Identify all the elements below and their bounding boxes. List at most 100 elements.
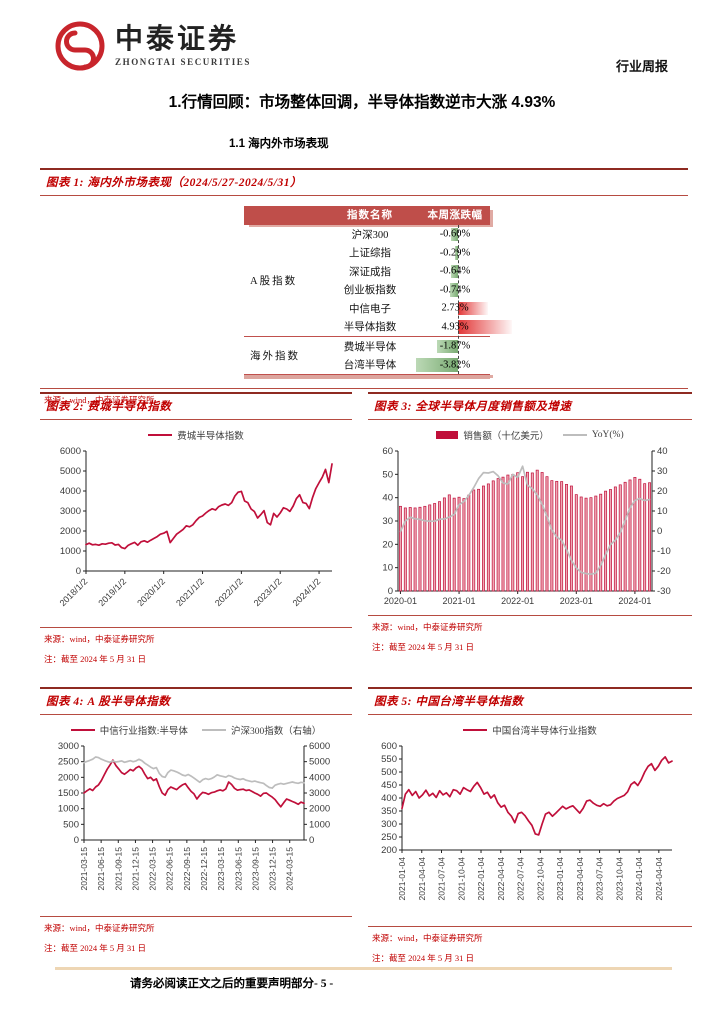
change-value: -0.60% [439,228,471,240]
group-label: A股指数 [250,276,298,287]
logo-text-cn: 中泰证券 [115,23,240,55]
index-name: 上证综指 [349,248,391,260]
figure-3-separator [368,615,692,616]
legend-item: 销售额（十亿美元） [436,428,549,442]
figure-1-separator [40,388,688,389]
figure-5-title: 图表 5: 中国台湾半导体指数 [374,696,524,708]
figure-1-title: 图表 1: 海内外市场表现（2024/5/27-2024/5/31） [46,177,302,189]
chart-grid: 图表 2: 费城半导体指数 费城半导体指数 0 1000 2000 3000 4000 5… [40,392,692,964]
svg-text:2023-12-15: 2023-12-15 [268,847,278,891]
svg-text:1000: 1000 [60,546,81,557]
c4-svg: 0 500 1000 1500 2000 2500 3000 0 1000 2000 3000 400… [58,741,330,891]
change-cell: -3.82% [415,356,490,375]
svg-text:200: 200 [381,845,397,856]
table-col-index-name: 指数名称 [347,210,393,221]
svg-text:40: 40 [382,493,393,504]
svg-text:0: 0 [76,566,81,577]
svg-text:1500: 1500 [58,788,79,799]
figure-5-separator [368,926,692,927]
legend-swatch [70,728,95,732]
figure-2-note: 注：截至 2024 年 5 月 31 日 [44,654,147,664]
index-name: 中信电子 [349,303,391,315]
figure-2-separator [40,627,352,628]
svg-text:30: 30 [382,516,393,527]
change-value: -0.29% [439,247,471,259]
svg-text:2024-04-04: 2024-04-04 [654,857,664,901]
table-header-row: 指数名称 本周涨跌幅 [244,206,490,225]
index-name: 台湾半导体 [343,360,397,372]
change-bar [458,320,513,334]
svg-text:20: 20 [657,486,668,497]
svg-text:3000: 3000 [60,506,81,517]
svg-text:4000: 4000 [309,772,330,783]
legend-item: 费城半导体指数 [148,428,244,442]
svg-text:2500: 2500 [58,757,79,768]
legend-label: 中信行业指数:半导体 [99,727,188,737]
figure-1-block: 图表 1: 海内外市场表现（2024/5/27-2024/5/31） 指数名称 本… [40,168,688,406]
svg-text:2023-06-15: 2023-06-15 [233,847,243,891]
svg-text:300: 300 [381,819,397,830]
figure-5-source: 来源：wind，中泰证券研究所 [372,933,483,943]
svg-text:2021-03-15: 2021-03-15 [79,847,89,891]
svg-text:6000: 6000 [60,446,81,457]
table-group: A股指数 沪深300 -0.60% 上证综指 -0.29% 深证成指 -0.64% 创业板指数… [244,225,513,336]
legend-swatch [148,433,173,437]
svg-text:500: 500 [381,767,397,778]
svg-text:2021-12-15: 2021-12-15 [130,847,140,891]
svg-text:0: 0 [74,835,79,846]
figure-1-source: 来源：wind，中泰证券研究所 [44,395,155,405]
svg-text:0: 0 [388,586,393,597]
svg-text:4000: 4000 [60,486,81,497]
svg-text:2019/1/2: 2019/1/2 [96,576,128,608]
figure-5-block: 图表 5: 中国台湾半导体指数 中国台湾半导体行业指数 200 250 300 350… [368,687,692,964]
svg-text:2021-06-15: 2021-06-15 [96,847,106,891]
svg-text:2023/1/2: 2023/1/2 [252,576,284,608]
legend-item: 中国台湾半导体行业指数 [463,723,597,737]
index-name: 半导体指数 [343,322,397,334]
svg-text:2000: 2000 [60,526,81,537]
figure-3-block: 图表 3: 全球半导体月度销售额及增速 销售额（十亿美元） YoY(%) 0 10 2… [368,392,692,665]
figure-4-separator [40,916,352,917]
figure-3-source: 来源：wind，中泰证券研究所 [372,622,483,632]
zero-axis-line [458,225,459,374]
svg-text:400: 400 [381,793,397,804]
svg-text:600: 600 [381,741,397,752]
svg-text:2022-10-04: 2022-10-04 [535,857,545,901]
figure-3-title: 图表 3: 全球半导体月度销售额及增速 [374,401,572,413]
table-row: 费城半导体 -1.87% [320,337,490,356]
figure-4-block: 图表 4: A 股半导体指数 中信行业指数:半导体 沪深300指数（右轴） 0 50… [40,687,352,964]
legend-item: 沪深300指数（右轴） [201,723,322,737]
change-cell: 2.73% [420,299,490,318]
change-cell: -0.64% [420,262,490,281]
legend-label: 沪深300指数（右轴） [230,727,322,737]
svg-text:2024/1/2: 2024/1/2 [291,576,323,608]
svg-text:3000: 3000 [309,788,330,799]
change-value: 4.93% [441,321,469,333]
change-value: 2.73% [441,302,469,314]
table-group: 海外指数 费城半导体 -1.87% 台湾半导体 -3.82% [244,336,490,374]
svg-text:2000: 2000 [58,772,79,783]
figure-2-title: 图表 2: 费城半导体指数 [46,401,172,413]
figure-2-block: 图表 2: 费城半导体指数 费城半导体指数 0 1000 2000 3000 4000 5… [40,392,352,665]
svg-text:2018/1/2: 2018/1/2 [58,576,90,608]
footer: 请务必阅读正文之后的重要声明部分- 5 - [130,975,333,991]
svg-text:2022-12-15: 2022-12-15 [199,847,209,891]
table-row: 创业板指数 -0.74% [320,281,490,300]
c3-svg: 0 10 20 30 40 50 60 -30 -20 -10 0 10 20 30 40 2020-01 20… [382,446,670,606]
legend-label: YoY(%) [591,430,624,440]
header-logo: 中泰证券 ZHONGTAI SECURITIES [54,20,251,72]
legend-swatch [562,433,587,437]
svg-text:2023-09-15: 2023-09-15 [250,847,260,891]
table-row: 台湾半导体 -3.82% [320,356,490,375]
svg-text:60: 60 [382,446,393,457]
change-cell: -1.87% [420,337,490,356]
svg-text:2022-03-15: 2022-03-15 [148,847,158,891]
taiwan-chart-legend: 中国台湾半导体行业指数 [368,722,692,738]
index-name: 深证成指 [349,266,391,278]
table-col-weekly-change: 本周涨跌幅 [427,210,483,221]
svg-text:0: 0 [309,835,314,846]
legend-swatch [201,728,226,732]
change-bar [454,246,458,260]
svg-text:2021-01-04: 2021-01-04 [397,857,407,901]
